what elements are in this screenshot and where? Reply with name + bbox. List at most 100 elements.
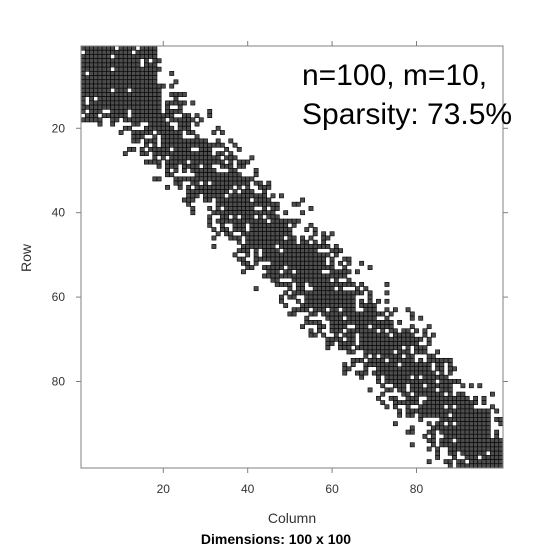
- nonzero-cell: [468, 417, 474, 422]
- nonzero-cell: [329, 269, 335, 275]
- nonzero-cell: [338, 248, 343, 254]
- nonzero-cell: [194, 113, 200, 119]
- nonzero-cell: [371, 370, 377, 376]
- nonzero-cell: [333, 248, 339, 254]
- nonzero-cell: [333, 332, 339, 338]
- nonzero-cell: [219, 197, 225, 203]
- nonzero-cell: [452, 400, 457, 406]
- nonzero-cell: [392, 370, 398, 376]
- nonzero-cell: [333, 282, 339, 287]
- nonzero-cell: [80, 117, 86, 123]
- nonzero-cell: [190, 117, 196, 123]
- nonzero-cell: [460, 459, 466, 465]
- nonzero-cell: [93, 45, 99, 51]
- nonzero-cell: [241, 222, 246, 228]
- nonzero-cell: [473, 395, 478, 401]
- nonzero-cell: [110, 100, 116, 106]
- nonzero-cell: [317, 307, 322, 313]
- nonzero-cell: [232, 168, 238, 173]
- nonzero-cell: [219, 159, 225, 165]
- nonzero-cell: [101, 71, 107, 76]
- nonzero-cell: [97, 62, 103, 68]
- nonzero-cell: [464, 400, 470, 406]
- nonzero-cell: [279, 252, 284, 258]
- nonzero-cell: [414, 362, 419, 368]
- nonzero-cell: [215, 184, 221, 190]
- nonzero-cell: [346, 336, 352, 342]
- nonzero-cell: [148, 146, 154, 152]
- nonzero-cell: [380, 353, 386, 359]
- nonzero-cell: [447, 421, 453, 427]
- nonzero-cell: [253, 248, 259, 254]
- nonzero-cell: [169, 142, 175, 148]
- nonzero-cell: [384, 319, 390, 325]
- nonzero-cell: [295, 252, 301, 258]
- nonzero-cell: [312, 265, 318, 270]
- nonzero-cell: [270, 235, 276, 241]
- nonzero-cell: [144, 62, 149, 68]
- nonzero-cell: [93, 66, 99, 72]
- nonzero-cell: [354, 370, 360, 376]
- nonzero-cell: [384, 315, 390, 321]
- nonzero-cell: [262, 248, 267, 254]
- nonzero-cell: [456, 446, 462, 452]
- nonzero-cell: [350, 303, 356, 308]
- nonzero-cell: [291, 265, 297, 270]
- nonzero-cell: [169, 159, 175, 165]
- nonzero-cell: [439, 412, 445, 418]
- nonzero-cell: [304, 239, 310, 245]
- nonzero-cell: [144, 125, 149, 131]
- nonzero-cell: [279, 193, 284, 199]
- nonzero-cell: [156, 117, 162, 123]
- nonzero-cell: [207, 206, 213, 211]
- y-tick-label: 80: [52, 374, 66, 388]
- nonzero-cell: [422, 379, 428, 384]
- nonzero-cell: [338, 282, 343, 287]
- nonzero-cell: [392, 400, 398, 406]
- nonzero-cell: [198, 176, 204, 182]
- nonzero-cell: [135, 121, 141, 127]
- nonzero-cell: [308, 252, 314, 258]
- nonzero-cell: [477, 446, 483, 452]
- nonzero-cell: [80, 62, 86, 68]
- nonzero-cell: [367, 290, 373, 296]
- nonzero-cell: [452, 455, 457, 460]
- nonzero-cell: [169, 151, 175, 157]
- nonzero-cell: [262, 189, 267, 194]
- nonzero-cell: [89, 71, 94, 76]
- nonzero-cell: [477, 438, 483, 443]
- nonzero-cell: [169, 71, 175, 76]
- nonzero-cell: [338, 303, 343, 308]
- nonzero-cell: [342, 265, 348, 270]
- nonzero-cell: [426, 362, 432, 368]
- nonzero-cell: [473, 455, 478, 460]
- nonzero-cell: [490, 391, 495, 397]
- nonzero-cell: [485, 417, 491, 422]
- nonzero-cell: [380, 391, 386, 397]
- nonzero-cell: [401, 379, 407, 384]
- nonzero-cell: [249, 176, 255, 182]
- nonzero-cell: [287, 294, 293, 300]
- nonzero-cell: [392, 353, 398, 359]
- nonzero-cell: [181, 142, 187, 148]
- nonzero-cell: [106, 75, 111, 81]
- nonzero-cell: [144, 142, 149, 148]
- nonzero-cell: [253, 210, 259, 216]
- nonzero-cell: [93, 83, 99, 89]
- nonzero-cell: [219, 142, 225, 148]
- nonzero-cell: [333, 303, 339, 308]
- nonzero-cell: [401, 336, 407, 342]
- nonzero-cell: [295, 201, 301, 207]
- nonzero-cell: [270, 256, 276, 262]
- nonzero-cell: [346, 282, 352, 287]
- nonzero-cell: [384, 298, 390, 304]
- nonzero-cell: [169, 109, 175, 114]
- nonzero-cell: [131, 138, 137, 144]
- nonzero-cell: [447, 379, 453, 384]
- nonzero-cell: [414, 387, 419, 393]
- nonzero-cell: [274, 231, 280, 237]
- nonzero-cell: [439, 421, 445, 427]
- nonzero-cell: [194, 163, 200, 169]
- nonzero-cell: [414, 336, 419, 342]
- nonzero-cell: [181, 125, 187, 131]
